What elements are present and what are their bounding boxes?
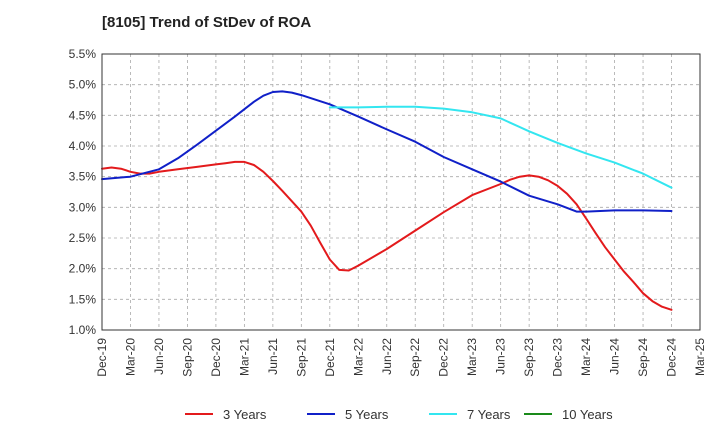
x-tick-label: Sep-24 — [636, 338, 650, 377]
x-tick-label: Dec-19 — [95, 338, 109, 377]
series-line-5-years — [101, 90, 673, 213]
x-axis-ticks: Dec-19 Mar-20 Jun-20 Sep-20 Dec-20 Mar-21 Jun-… — [95, 338, 707, 377]
chart-title: [8105] Trend of StDev of ROA — [102, 14, 312, 31]
y-tick-label: 5.5% — [69, 47, 97, 61]
y-tick-label: 1.0% — [69, 323, 97, 337]
legend-label: 10 Years — [562, 407, 613, 422]
legend-label: 7 Years — [467, 407, 511, 422]
x-tick-label: Jun-23 — [494, 338, 508, 375]
x-tick-label: Mar-20 — [123, 338, 137, 376]
x-tick-label: Dec-24 — [665, 338, 679, 377]
x-tick-label: Mar-25 — [693, 338, 707, 376]
legend: 3 Years 5 Years 7 Years 10 Years — [185, 407, 613, 422]
x-tick-label: Dec-21 — [323, 338, 337, 377]
y-tick-label: 2.5% — [69, 231, 97, 245]
plot-background — [102, 54, 700, 330]
y-tick-label: 5.0% — [69, 78, 97, 92]
series-lines — [101, 90, 673, 311]
x-tick-label: Mar-24 — [579, 338, 593, 376]
x-tick-label: Sep-20 — [180, 338, 194, 377]
x-tick-label: Dec-20 — [209, 338, 223, 377]
x-tick-label: Mar-21 — [237, 338, 251, 376]
series-line-7-years — [328, 105, 673, 189]
x-tick-label: Sep-23 — [522, 338, 536, 377]
x-tick-label: Jun-24 — [608, 338, 622, 375]
legend-label: 3 Years — [223, 407, 267, 422]
plot-frame — [101, 53, 701, 331]
grid-lines — [102, 54, 700, 330]
y-tick-label: 3.0% — [69, 200, 97, 214]
y-tick-label: 2.0% — [69, 262, 97, 276]
x-tick-label: Dec-23 — [551, 338, 565, 377]
x-tick-label: Jun-21 — [266, 338, 280, 375]
series-line-3-years — [101, 160, 673, 311]
x-tick-label: Jun-20 — [152, 338, 166, 375]
legend-label: 5 Years — [345, 407, 389, 422]
x-tick-label: Sep-22 — [408, 338, 422, 377]
x-tick-label: Mar-22 — [351, 338, 365, 376]
x-tick-label: Mar-23 — [465, 338, 479, 376]
x-tick-label: Dec-22 — [437, 338, 451, 377]
y-tick-label: 4.5% — [69, 108, 97, 122]
y-tick-label: 4.0% — [69, 139, 97, 153]
y-tick-label: 3.5% — [69, 170, 97, 184]
x-tick-label: Jun-22 — [380, 338, 394, 375]
x-tick-label: Sep-21 — [294, 338, 308, 377]
y-tick-label: 1.5% — [69, 292, 97, 306]
y-axis-ticks: 1.0% 1.5% 2.0% 2.5% 3.0% 3.5% 4.0% 4.5% 5.0% 5.5% — [69, 47, 97, 337]
